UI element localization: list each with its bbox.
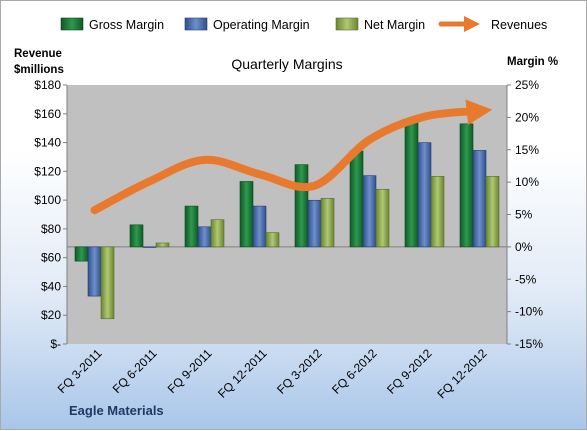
bar-operating-margin <box>308 200 321 247</box>
bar-net-margin <box>486 176 499 247</box>
right-axis: -15% -10% -5% 0% 5% 10% 15% 20% 25% <box>507 78 543 351</box>
bar-gross-margin <box>130 225 143 247</box>
bar-operating-margin <box>418 143 431 247</box>
right-tick-label: 25% <box>515 78 539 92</box>
legend-label-gross-margin: Gross Margin <box>89 18 164 32</box>
bar-operating-margin <box>143 247 156 248</box>
bar-operating-margin <box>473 150 486 246</box>
bar-net-margin <box>266 233 279 247</box>
bar-net-margin <box>101 247 114 319</box>
left-axis: $- $20 $40 $60 $80 $100 $120 $140 $160 $180 <box>34 78 67 351</box>
legend-item-revenues: Revenues <box>441 18 547 32</box>
right-tick-label: -15% <box>515 337 543 351</box>
x-tick-label: FQ 12-2011 <box>215 346 270 401</box>
left-tick-label: $120 <box>34 164 61 178</box>
bar-net-margin <box>376 189 389 247</box>
x-tick-label: FQ 3-2011 <box>55 346 105 396</box>
bar-net-margin <box>156 243 169 247</box>
right-axis-title: Margin % <box>507 56 558 68</box>
left-tick-label: $40 <box>41 279 61 293</box>
left-axis-title-line1: Revenue <box>14 48 62 60</box>
bar-gross-margin <box>75 247 88 261</box>
left-tick-label: $140 <box>34 136 61 150</box>
left-tick-label: $100 <box>34 193 61 207</box>
right-tick-label: 20% <box>515 110 539 124</box>
bar-operating-margin <box>253 206 266 247</box>
bar-gross-margin <box>350 151 363 247</box>
legend-item-gross-margin: Gross Margin <box>61 18 164 32</box>
right-tick-label: 0% <box>515 240 533 254</box>
x-tick-label: FQ 12-2012 <box>434 346 489 401</box>
bar-gross-margin <box>295 165 308 247</box>
left-tick-label: $- <box>50 337 61 351</box>
left-tick-label: $20 <box>41 308 61 322</box>
legend-label-net-margin: Net Margin <box>364 18 425 32</box>
right-tick-label: 5% <box>515 208 533 222</box>
left-tick-label: $60 <box>41 251 61 265</box>
bar-operating-margin <box>198 227 211 247</box>
company-name: Eagle Materials <box>69 403 164 418</box>
bar-gross-margin <box>460 124 473 247</box>
x-tick-label: FQ 9-2012 <box>384 346 435 397</box>
chart-title: Quarterly Margins <box>231 56 342 72</box>
right-tick-label: -5% <box>515 272 537 286</box>
bar-net-margin <box>431 176 444 247</box>
bar-net-margin <box>321 198 334 247</box>
legend-label-operating-margin: Operating Margin <box>213 18 310 32</box>
bar-net-margin <box>211 220 224 247</box>
legend: Gross Margin Operating Margin Net Margin… <box>61 18 547 32</box>
bar-gross-margin <box>240 181 253 246</box>
left-tick-label: $80 <box>41 222 61 236</box>
bar-gross-margin <box>185 206 198 247</box>
left-tick-label: $160 <box>34 107 61 121</box>
left-axis-title-line2: $millions <box>14 64 64 76</box>
right-tick-label: 10% <box>515 175 539 189</box>
x-tick-label: FQ 9-2011 <box>165 346 215 396</box>
x-tick-label: FQ 3-2012 <box>274 346 325 397</box>
bar-gross-margin <box>405 120 418 247</box>
legend-item-net-margin: Net Margin <box>336 18 425 32</box>
bar-operating-margin <box>363 176 376 247</box>
right-tick-label: -10% <box>515 305 543 319</box>
legend-label-revenues: Revenues <box>491 18 547 32</box>
x-tick-label: FQ 6-2011 <box>110 346 160 396</box>
left-tick-label: $180 <box>34 78 61 92</box>
legend-item-operating-margin: Operating Margin <box>185 18 310 32</box>
right-tick-label: 15% <box>515 143 539 157</box>
bar-operating-margin <box>88 247 101 296</box>
x-tick-label: FQ 6-2012 <box>329 346 380 397</box>
